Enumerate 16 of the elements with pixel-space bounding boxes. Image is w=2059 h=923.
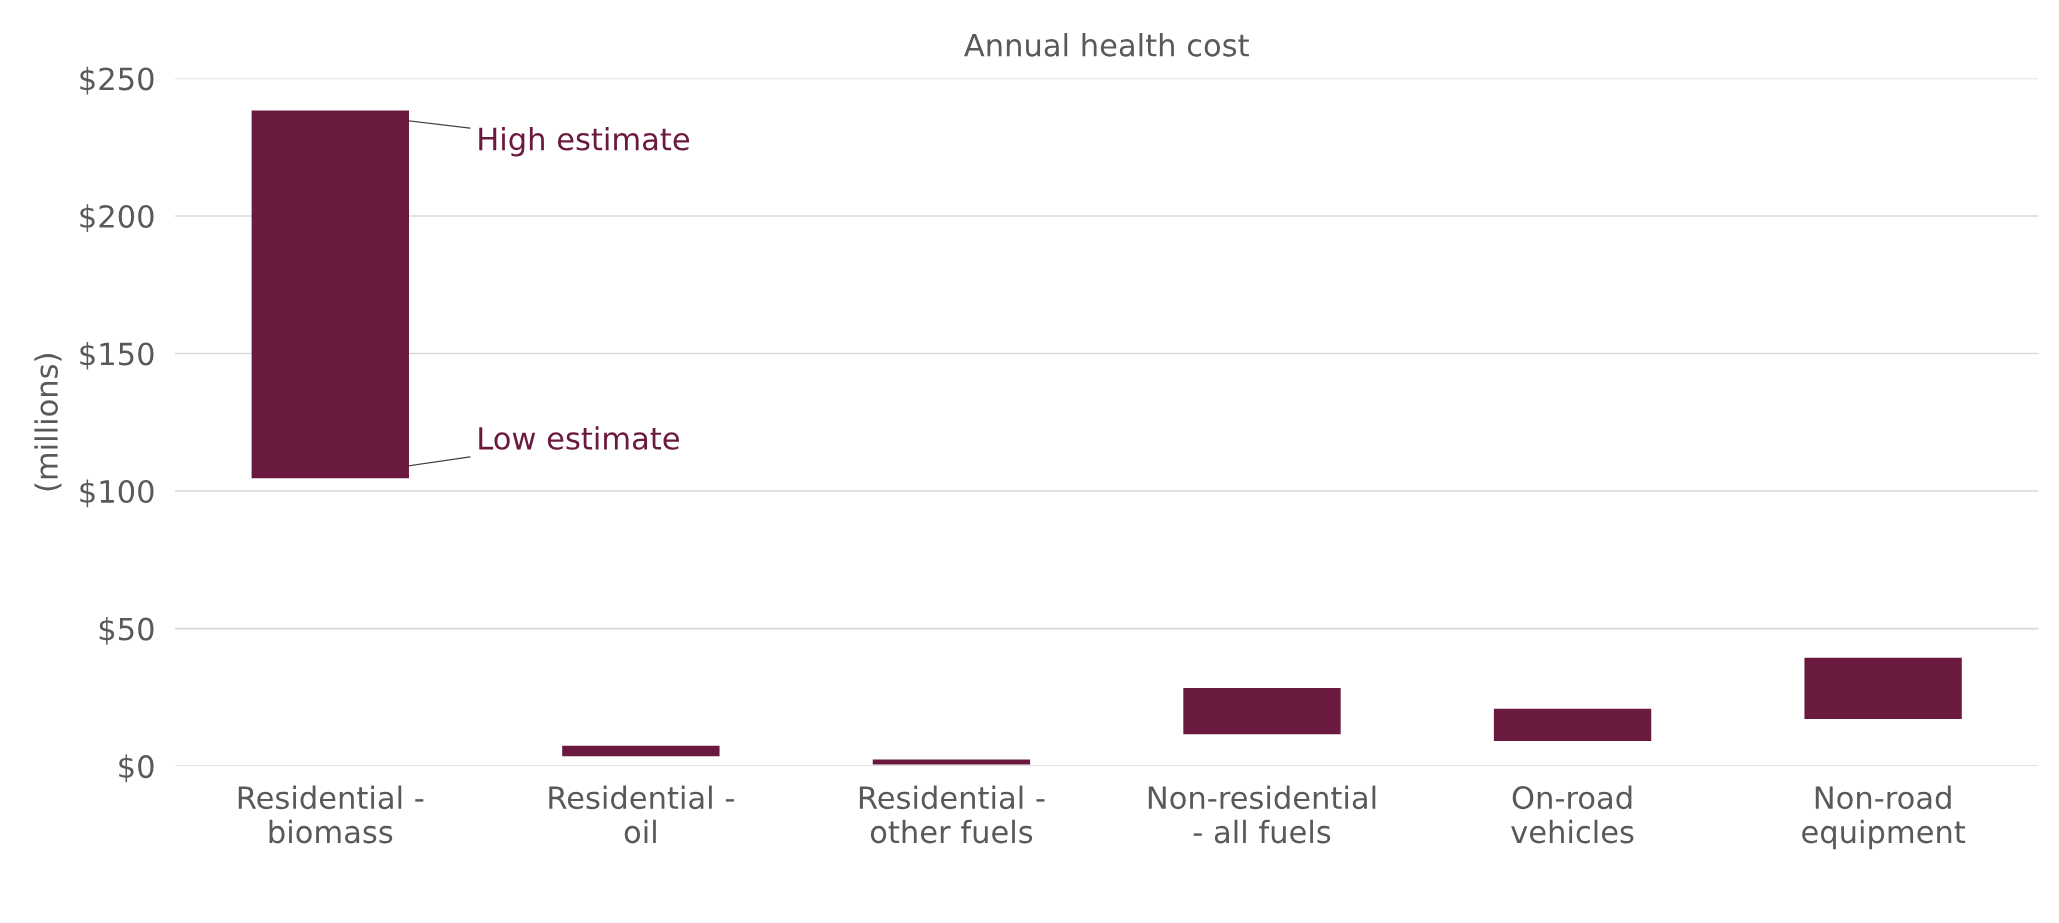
x-tick-label: Residential - other fuels: [859, 785, 1045, 844]
chart-title: Annual health cost: [964, 33, 1249, 57]
y-tick-label: $0: [119, 754, 154, 783]
y-axis-title: (millions): [34, 354, 62, 491]
x-tick-label: Residential - biomass: [238, 785, 424, 844]
y-tick-label: $50: [99, 616, 154, 645]
x-tick-label: Non-residential - all fuels: [1148, 785, 1376, 844]
x-tick-label: Non-road equipment: [1802, 785, 1966, 850]
y-tick-label: $200: [80, 204, 154, 233]
x-tick-label: On-road vehicles: [1511, 785, 1634, 844]
annotation: Low estimate: [479, 426, 679, 450]
y-tick-label: $100: [80, 479, 154, 508]
y-tick-label: $150: [80, 341, 154, 370]
annotation: High estimate: [479, 126, 690, 157]
x-tick-label: Residential - oil: [549, 785, 734, 844]
y-tick-label: $250: [80, 66, 154, 95]
